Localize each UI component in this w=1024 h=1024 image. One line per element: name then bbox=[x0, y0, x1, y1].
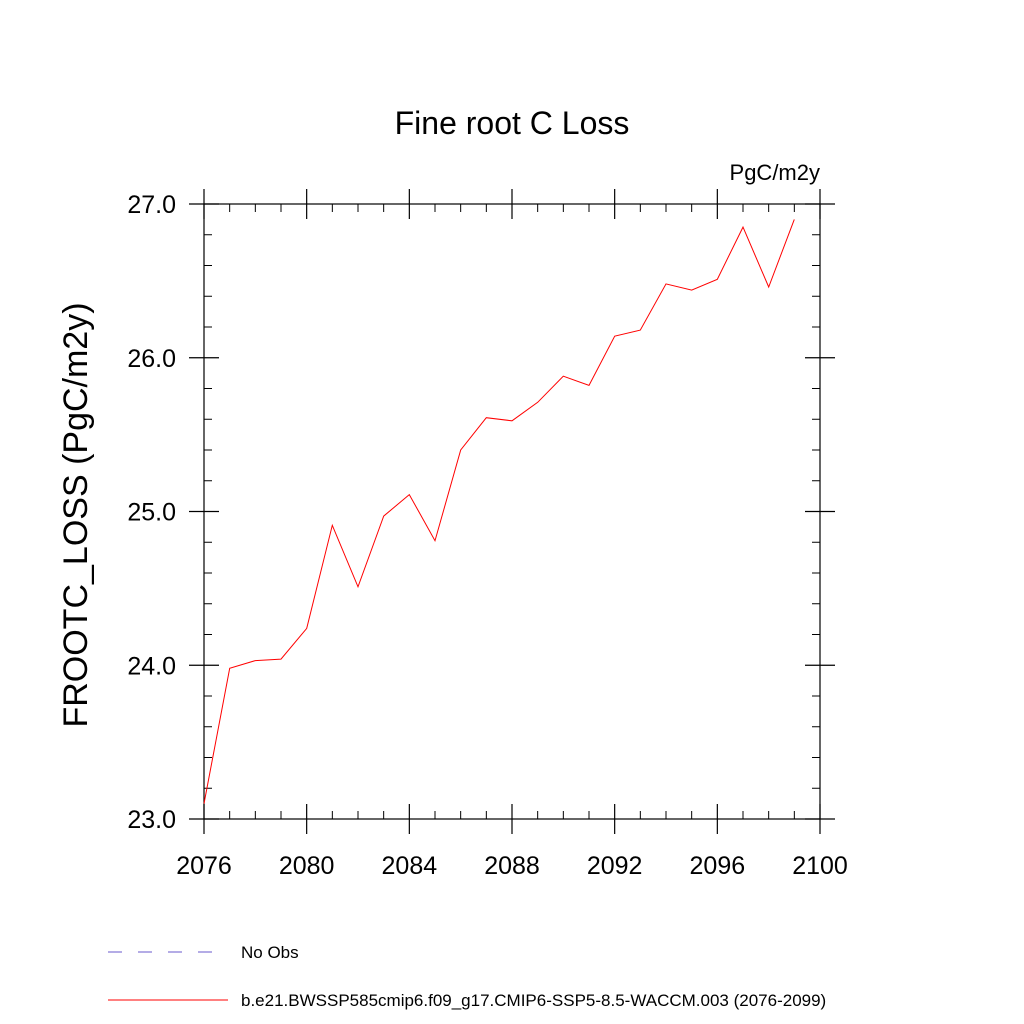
legend: No Obs b.e21.BWSSP585cmip6.f09_g17.CMIP6-… bbox=[108, 943, 826, 1010]
legend-label: No Obs bbox=[241, 943, 299, 962]
x-tick-label: 2084 bbox=[382, 852, 438, 880]
x-tick-labels: 2076 2080 2084 2088 2092 2096 2100 bbox=[176, 852, 848, 880]
chart-title: Fine root C Loss bbox=[395, 105, 630, 141]
y-tick-label: 25.0 bbox=[127, 499, 176, 527]
y-tick-label: 24.0 bbox=[127, 652, 176, 680]
x-tick-label: 2080 bbox=[279, 852, 335, 880]
axis-ticks bbox=[189, 189, 835, 834]
x-tick-label: 2076 bbox=[176, 852, 232, 880]
legend-label: b.e21.BWSSP585cmip6.f09_g17.CMIP6-SSP5-8… bbox=[241, 991, 826, 1010]
x-tick-label: 2096 bbox=[690, 852, 746, 880]
x-tick-label: 2100 bbox=[792, 852, 848, 880]
plot-frame bbox=[203, 203, 821, 820]
series-lines bbox=[203, 219, 795, 804]
y-tick-label: 27.0 bbox=[127, 191, 176, 219]
x-tick-label: 2088 bbox=[484, 852, 540, 880]
y-tick-label: 26.0 bbox=[127, 345, 176, 373]
series-line bbox=[203, 219, 795, 804]
y-tick-label: 23.0 bbox=[127, 806, 176, 834]
x-tick-label: 2092 bbox=[587, 852, 643, 880]
y-tick-labels: 23.0 24.0 25.0 26.0 27.0 bbox=[127, 191, 176, 834]
units-label: PgC/m2y bbox=[730, 160, 820, 185]
y-axis-label: FROOTC_LOSS (PgC/m2y) bbox=[57, 302, 95, 727]
